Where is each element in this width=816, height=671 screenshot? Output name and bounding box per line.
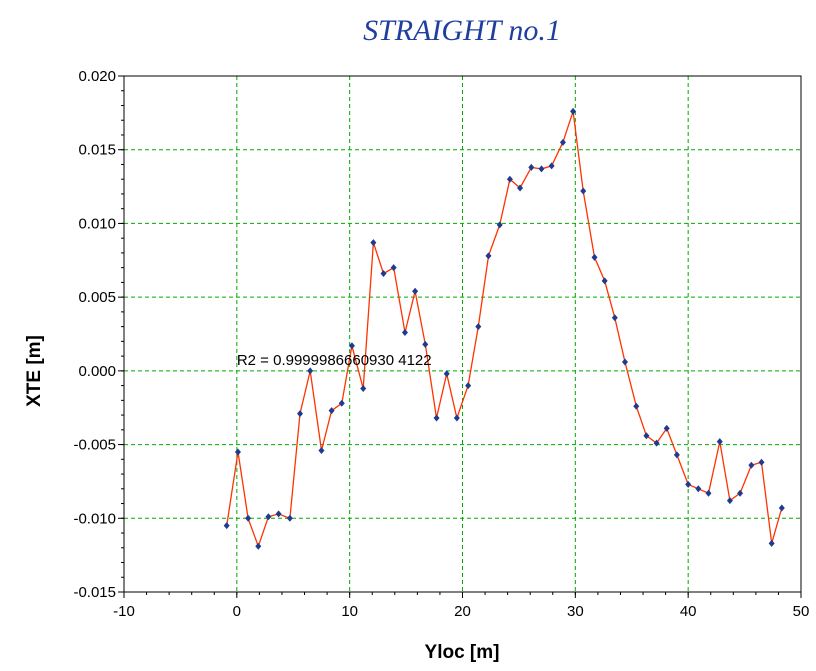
data-point (255, 542, 262, 550)
data-point (673, 451, 680, 459)
data-point (275, 510, 282, 518)
y-tick-label: -0.015 (73, 584, 116, 601)
data-point (360, 385, 367, 393)
data-point (621, 358, 628, 366)
x-tick-label: 30 (567, 603, 584, 620)
data-point (538, 165, 545, 173)
data-point (348, 342, 355, 350)
data-point (726, 497, 733, 505)
x-tick-label: 40 (680, 603, 697, 620)
x-tick-label: 50 (793, 603, 810, 620)
data-point (401, 329, 408, 337)
data-point (737, 489, 744, 497)
data-point (601, 277, 608, 285)
data-point (370, 239, 377, 247)
data-point (633, 402, 640, 410)
data-point (580, 187, 587, 195)
data-point (443, 370, 450, 378)
data-point (422, 340, 429, 348)
y-tick-label: 0.005 (78, 289, 116, 306)
data-point (265, 513, 272, 521)
data-point (223, 522, 230, 530)
data-point (517, 184, 524, 192)
y-tick-label: 0.000 (78, 363, 116, 380)
data-point (328, 407, 335, 415)
data-point (643, 432, 650, 440)
y-tick-label: 0.015 (78, 142, 116, 159)
data-point (380, 270, 387, 278)
x-tick-label: 20 (454, 603, 471, 620)
data-point (245, 514, 252, 522)
x-tick-label: 10 (341, 603, 358, 620)
y-tick-label: -0.010 (73, 510, 116, 527)
x-axis-label: Yloc [m] (425, 642, 500, 663)
axis-ticks: -10 0 10 20 30 40 50 -0.015 -0.010 -0.005 0.000 0.0… (73, 68, 809, 620)
data-point (453, 414, 460, 422)
data-point (570, 107, 577, 115)
r2-annotation: R2 = 0.9999986660930 4122 (237, 352, 432, 369)
data-point (768, 539, 775, 547)
data-point (318, 446, 325, 454)
data-point (307, 367, 314, 375)
data-point (685, 480, 692, 488)
data-point (485, 252, 492, 260)
data-point (286, 514, 293, 522)
data-point (778, 504, 785, 512)
data-point (705, 489, 712, 497)
data-point (528, 163, 535, 171)
data-point (559, 138, 566, 146)
data-point (412, 287, 419, 295)
data-point (653, 439, 660, 447)
y-tick-label: -0.005 (73, 437, 116, 454)
grid (124, 76, 801, 592)
data-point (716, 438, 723, 446)
x-tick-label: 0 (233, 603, 241, 620)
data-point (297, 410, 304, 418)
data-point (611, 314, 618, 322)
data-point (338, 399, 345, 407)
data-point (663, 424, 670, 432)
data-point (465, 382, 472, 390)
data-point (695, 485, 702, 493)
data-point (475, 323, 482, 331)
data-point (433, 414, 440, 422)
data-point (758, 458, 765, 466)
data-point (548, 162, 555, 170)
data-point (591, 253, 598, 261)
x-tick-label: -10 (113, 603, 135, 620)
chart-title: STRAIGHT no.1 (363, 14, 561, 47)
data-point (506, 175, 513, 183)
data-point (390, 264, 397, 272)
y-tick-label: 0.020 (78, 68, 116, 85)
data-point (748, 461, 755, 469)
data-point (496, 221, 503, 229)
y-axis-label: XTE [m] (24, 335, 45, 407)
data-point (234, 448, 241, 456)
series-layer (223, 107, 785, 550)
series-line (226, 111, 783, 549)
y-tick-label: 0.010 (78, 215, 116, 232)
